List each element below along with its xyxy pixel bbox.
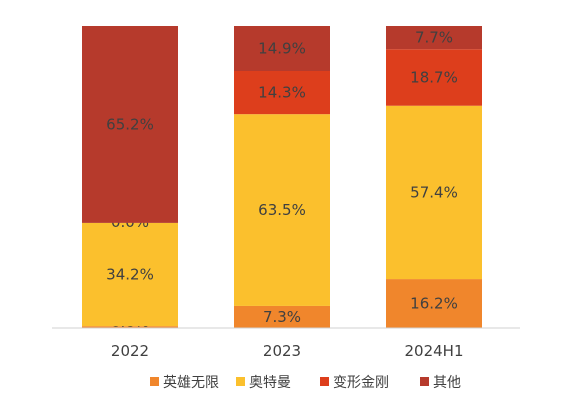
legend-label-0: 英雄无限 (163, 374, 219, 391)
bar-segment-2024H1-1 (386, 105, 482, 280)
bar-segment-2023-1 (234, 114, 330, 306)
data-label-2023-1: 63.5% (258, 201, 306, 219)
x-axis-ticks: 2022 2023 2024H1 (111, 342, 464, 360)
bar-segment-2022-3 (82, 26, 178, 223)
legend-label-2: 变形金刚 (333, 375, 389, 391)
bar-segment-2022-1 (82, 222, 178, 327)
data-label-2024H1-0: 16.2% (410, 295, 458, 313)
x-tick-label-2024H1: 2024H1 (405, 342, 464, 360)
bar-segment-2023-3 (234, 26, 330, 71)
legend-swatch-1 (236, 377, 245, 386)
bar-segment-2023-2 (234, 70, 330, 115)
bar-segment-2024H1-2 (386, 49, 482, 106)
x-tick-label-2022: 2022 (111, 342, 149, 360)
data-label-2023-2: 14.3% (258, 84, 306, 102)
bar-segment-2024H1-0 (386, 279, 482, 328)
data-label-2024H1-1: 57.4% (410, 183, 458, 201)
data-label-2024H1-3: 7.7% (415, 29, 453, 47)
bar-segment-2022-0 (82, 326, 178, 328)
legend-swatch-0 (150, 377, 159, 386)
data-label-2022-1: 34.2% (106, 266, 154, 284)
legend-label-3: 其他 (433, 375, 461, 391)
legend-label-1: 奥特曼 (249, 374, 291, 391)
data-label-2023-0: 7.3% (263, 308, 301, 326)
bar-segment-2023-0 (234, 305, 330, 328)
data-label-2024H1-2: 18.7% (410, 68, 458, 86)
data-label-2023-3: 14.9% (258, 39, 306, 57)
legend: 英雄无限 奥特曼 变形金刚 其他 (150, 374, 461, 391)
x-tick-label-2023: 2023 (263, 342, 301, 360)
data-label-2022-3: 65.2% (106, 115, 154, 133)
bar-segment-2024H1-3 (386, 26, 482, 50)
legend-swatch-2 (320, 377, 329, 386)
bars-group: 0.6%34.2%0.0%65.2%7.3%63.5%14.3%14.9%16.… (82, 26, 482, 331)
legend-swatch-3 (420, 377, 429, 386)
